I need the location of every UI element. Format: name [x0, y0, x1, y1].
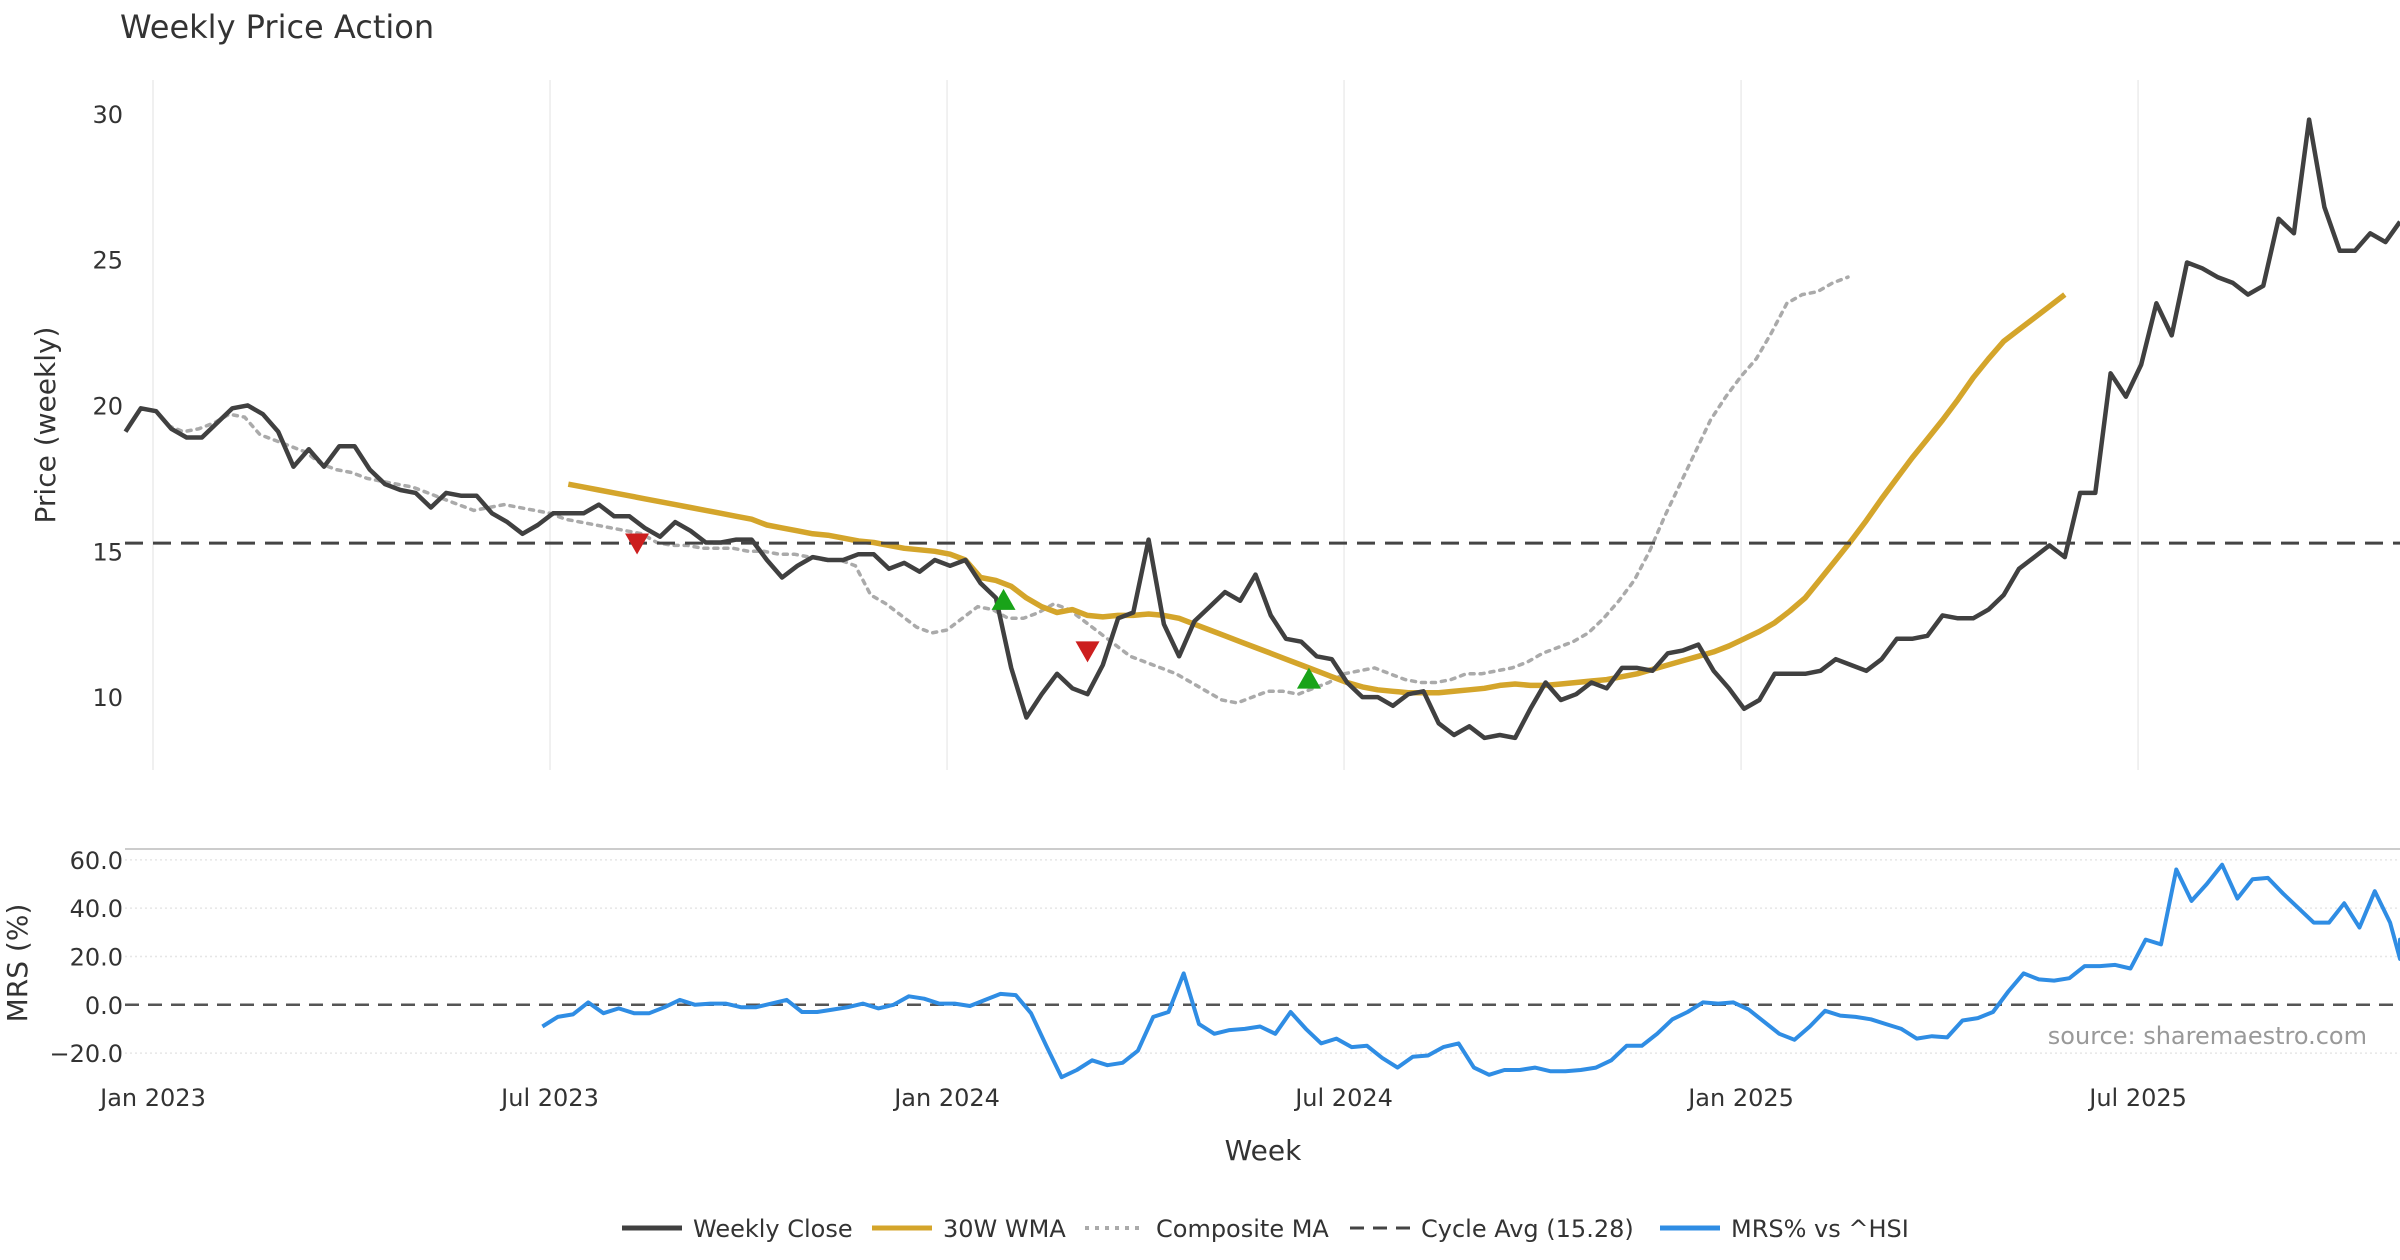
price-y-tick-label: 20: [92, 392, 123, 420]
signal-markers: [625, 533, 1321, 689]
price-panel-grid: [152, 80, 2139, 770]
x-tick-label: Jul 2024: [1293, 1084, 1393, 1112]
buy-signal-marker: [1296, 667, 1321, 689]
x-tick-label: Jul 2025: [2087, 1084, 2187, 1112]
sell-signal-marker: [1075, 641, 1100, 663]
mrs-y-tick-label: −20.0: [49, 1040, 123, 1068]
legend-mrs-label: MRS% vs ^HSI: [1731, 1215, 1909, 1243]
x-tick-label: Jan 2025: [1686, 1084, 1794, 1112]
mrs-y-ticks: −20.0 0.0 20.0 40.0 60.0: [49, 847, 123, 1068]
legend: Weekly Close 30W WMA Composite MA Cycle Avg…: [622, 1215, 1909, 1243]
mrs-y-tick-label: 0.0: [85, 992, 123, 1020]
price-y-tick-label: 15: [92, 538, 123, 566]
price-y-tick-label: 10: [92, 684, 123, 712]
price-axis-label: Price (weekly): [29, 327, 62, 524]
price-series-group: [123, 117, 2400, 741]
wma-30w-line: [567, 292, 2067, 696]
sell-signal-marker: [625, 533, 650, 555]
price-y-ticks: 10 15 20 25 30: [92, 101, 123, 712]
x-axis-label: Week: [1225, 1134, 1302, 1167]
chart-title: Weekly Price Action: [120, 8, 434, 46]
mrs-y-tick-label: 20.0: [70, 943, 123, 971]
price-y-tick-label: 30: [92, 101, 123, 129]
legend-composite-ma-label: Composite MA: [1156, 1215, 1329, 1243]
composite-ma-line: [166, 275, 1850, 705]
buy-signal-marker: [991, 588, 1016, 610]
price-y-tick-label: 25: [92, 247, 123, 275]
x-tick-label: Jul 2023: [499, 1084, 599, 1112]
weekly-close-line: [123, 117, 2400, 741]
mrs-panel-grid: [125, 859, 2400, 1054]
mrs-line: [541, 862, 2400, 1080]
x-ticks: Jan 2023 Jul 2023 Jan 2024 Jul 2024 Jan 2025…: [98, 1084, 2187, 1112]
x-tick-label: Jan 2024: [892, 1084, 1000, 1112]
x-tick-label: Jan 2023: [98, 1084, 206, 1112]
mrs-y-tick-label: 60.0: [70, 847, 123, 875]
mrs-series-group: [125, 862, 2400, 1080]
mrs-axis-label: MRS (%): [1, 904, 34, 1023]
legend-cycle-avg-label: Cycle Avg (15.28): [1421, 1215, 1634, 1243]
mrs-y-tick-label: 40.0: [70, 895, 123, 923]
source-note: source: sharemaestro.com: [2048, 1022, 2367, 1050]
legend-wma-30w-label: 30W WMA: [943, 1215, 1066, 1243]
legend-weekly-close-label: Weekly Close: [693, 1215, 853, 1243]
